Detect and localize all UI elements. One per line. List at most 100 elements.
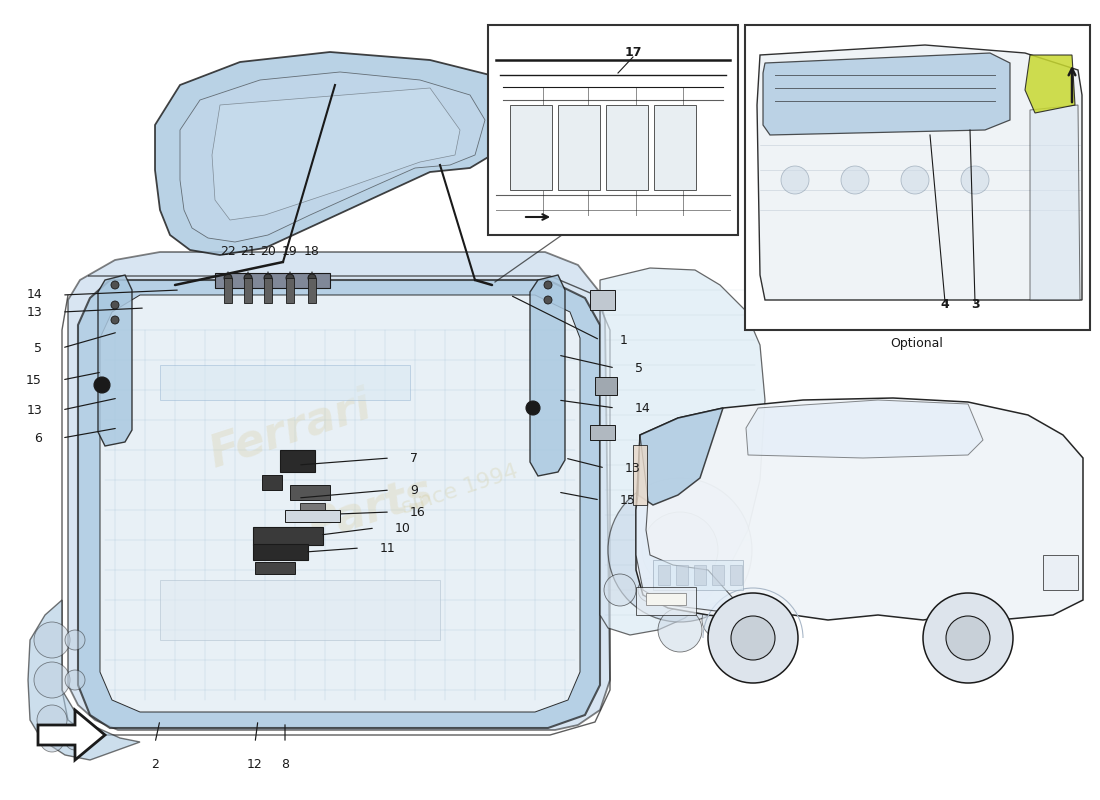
Text: 10: 10 xyxy=(395,522,411,534)
Circle shape xyxy=(732,616,775,660)
Circle shape xyxy=(264,274,272,282)
Polygon shape xyxy=(78,280,600,728)
Polygon shape xyxy=(763,53,1010,135)
Polygon shape xyxy=(180,72,485,242)
Bar xyxy=(255,562,295,574)
Text: 17: 17 xyxy=(625,46,641,59)
Bar xyxy=(286,278,294,303)
Text: 21: 21 xyxy=(240,245,256,258)
Polygon shape xyxy=(100,295,580,712)
Circle shape xyxy=(702,602,738,638)
FancyBboxPatch shape xyxy=(745,25,1090,330)
Circle shape xyxy=(40,728,64,752)
Circle shape xyxy=(34,622,70,658)
Polygon shape xyxy=(39,710,104,760)
Bar xyxy=(308,278,316,303)
Text: 9: 9 xyxy=(410,483,418,497)
Polygon shape xyxy=(558,105,600,190)
Circle shape xyxy=(94,377,110,393)
Bar xyxy=(300,503,324,513)
Text: 15: 15 xyxy=(620,494,636,506)
Circle shape xyxy=(901,166,930,194)
Text: 14: 14 xyxy=(26,289,42,302)
Bar xyxy=(244,278,252,303)
Circle shape xyxy=(286,274,294,282)
Text: since 1994: since 1994 xyxy=(399,462,521,518)
Text: 8: 8 xyxy=(280,758,289,771)
Circle shape xyxy=(65,630,85,650)
Bar xyxy=(595,377,617,395)
Circle shape xyxy=(642,512,718,588)
Text: 18: 18 xyxy=(304,245,320,258)
Bar xyxy=(646,593,686,605)
Text: Optional: Optional xyxy=(891,338,944,350)
Polygon shape xyxy=(98,275,132,446)
Text: 13: 13 xyxy=(26,403,42,417)
Bar xyxy=(264,278,272,303)
Text: 3: 3 xyxy=(970,298,979,311)
Text: 13: 13 xyxy=(26,306,42,318)
Circle shape xyxy=(604,574,636,606)
Circle shape xyxy=(526,401,540,415)
Polygon shape xyxy=(746,400,983,458)
Polygon shape xyxy=(757,45,1082,300)
Bar xyxy=(214,273,330,288)
Circle shape xyxy=(544,281,552,289)
Circle shape xyxy=(244,274,252,282)
Circle shape xyxy=(65,670,85,690)
Bar xyxy=(285,510,340,522)
Circle shape xyxy=(690,570,710,590)
Text: 1: 1 xyxy=(620,334,628,346)
Text: 7: 7 xyxy=(410,451,418,465)
Bar xyxy=(636,587,696,615)
Bar xyxy=(590,290,615,310)
Polygon shape xyxy=(530,275,565,476)
FancyBboxPatch shape xyxy=(488,25,738,235)
Circle shape xyxy=(923,593,1013,683)
Bar xyxy=(253,544,308,560)
Polygon shape xyxy=(1025,55,1075,113)
Polygon shape xyxy=(606,105,648,190)
Polygon shape xyxy=(490,75,570,178)
Text: 15: 15 xyxy=(26,374,42,386)
Bar xyxy=(590,425,615,440)
Polygon shape xyxy=(1030,105,1080,300)
Polygon shape xyxy=(636,398,1084,620)
Polygon shape xyxy=(636,435,748,615)
Circle shape xyxy=(608,478,752,622)
Circle shape xyxy=(638,578,662,602)
Text: 5: 5 xyxy=(635,362,643,374)
Circle shape xyxy=(961,166,989,194)
Text: 11: 11 xyxy=(379,542,396,554)
Text: 22: 22 xyxy=(220,245,235,258)
Text: 14: 14 xyxy=(635,402,651,414)
Polygon shape xyxy=(510,105,552,190)
Bar xyxy=(253,527,323,545)
Circle shape xyxy=(946,616,990,660)
Text: 19: 19 xyxy=(282,245,298,258)
Bar xyxy=(694,565,706,585)
Circle shape xyxy=(65,730,85,750)
Bar xyxy=(658,565,670,585)
Bar xyxy=(160,580,440,640)
Bar xyxy=(676,565,688,585)
Text: 16: 16 xyxy=(410,506,426,518)
Text: 2: 2 xyxy=(151,758,158,771)
Bar xyxy=(280,450,315,472)
Bar xyxy=(632,445,647,505)
Circle shape xyxy=(34,662,70,698)
Circle shape xyxy=(708,593,797,683)
Circle shape xyxy=(111,301,119,309)
Bar xyxy=(262,475,282,490)
Text: 6: 6 xyxy=(34,431,42,445)
Text: 4: 4 xyxy=(940,298,949,311)
Text: 20: 20 xyxy=(260,245,276,258)
Polygon shape xyxy=(654,105,696,190)
Bar xyxy=(160,365,410,400)
Polygon shape xyxy=(28,600,140,760)
Circle shape xyxy=(111,281,119,289)
Text: 5: 5 xyxy=(34,342,42,354)
Bar xyxy=(1043,555,1078,590)
Bar xyxy=(224,278,232,303)
Circle shape xyxy=(781,166,808,194)
